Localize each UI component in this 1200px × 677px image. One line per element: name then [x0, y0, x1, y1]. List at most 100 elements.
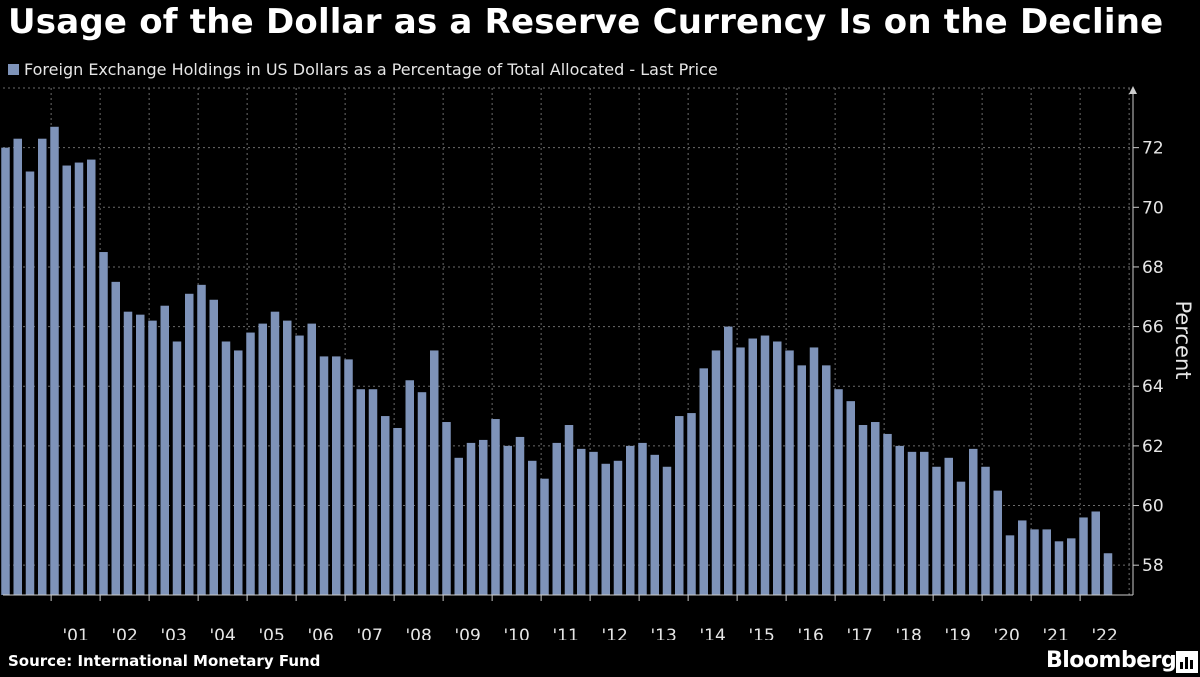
x-tick-label: '20 — [993, 626, 1019, 640]
y-axis-label: Percent — [1171, 300, 1195, 379]
bar — [221, 341, 231, 595]
y-tick-label: 64 — [1142, 377, 1164, 397]
bar — [1103, 553, 1113, 595]
bar — [258, 323, 267, 595]
x-tick-label: '22 — [1091, 626, 1117, 640]
bar — [1042, 529, 1051, 595]
bar — [552, 442, 561, 595]
bar — [601, 463, 610, 595]
bar — [466, 442, 476, 595]
bloomberg-logo: Bloomberg — [1046, 648, 1177, 673]
bar — [797, 365, 806, 595]
bar — [907, 451, 917, 595]
y-tick-label: 68 — [1142, 258, 1164, 278]
bar — [185, 293, 194, 595]
bar — [515, 436, 525, 595]
bar — [209, 299, 218, 595]
x-tick-label: '13 — [650, 626, 676, 640]
y-tick-label: 62 — [1142, 437, 1164, 457]
legend: Foreign Exchange Holdings in US Dollars … — [8, 60, 718, 79]
x-tick-label: '17 — [846, 626, 872, 640]
x-tick-label: '02 — [111, 626, 137, 640]
y-tick-label: 58 — [1142, 556, 1164, 576]
bar — [564, 425, 574, 595]
source-note: Source: International Monetary Fund — [8, 652, 321, 670]
bar — [356, 389, 365, 595]
bar — [283, 320, 292, 595]
bar — [405, 380, 414, 595]
bar — [136, 314, 145, 595]
bar — [234, 350, 243, 595]
bar — [111, 281, 120, 595]
bar — [711, 350, 721, 595]
bar — [1091, 511, 1100, 595]
bar — [650, 454, 659, 595]
bar — [13, 138, 22, 595]
bar — [1054, 541, 1064, 595]
bar — [393, 427, 402, 595]
bar — [981, 466, 990, 595]
bar — [871, 422, 880, 595]
bar — [858, 425, 868, 595]
bar — [246, 332, 255, 595]
bar — [368, 389, 378, 595]
bar — [1030, 529, 1039, 595]
y-tick-label: 60 — [1142, 497, 1164, 517]
bar — [503, 445, 512, 595]
x-tick-label: '12 — [601, 626, 627, 640]
bar — [295, 335, 304, 595]
bar — [1005, 535, 1015, 595]
bar — [270, 311, 280, 595]
bar — [846, 401, 855, 595]
bar — [197, 284, 206, 595]
x-tick-label: '01 — [62, 626, 88, 640]
bar — [773, 341, 782, 595]
bar — [883, 433, 892, 595]
x-tick-label: '14 — [699, 626, 725, 640]
bar — [785, 350, 794, 595]
x-tick-label: '18 — [895, 626, 921, 640]
bar — [50, 126, 59, 596]
bar — [626, 445, 635, 595]
bar — [87, 159, 96, 595]
bar — [148, 320, 157, 595]
x-tick-label: '07 — [356, 626, 382, 640]
bar — [638, 442, 647, 595]
bar — [442, 422, 451, 595]
bar — [699, 368, 708, 595]
bar — [62, 165, 71, 596]
bar — [895, 445, 904, 595]
y-axis-arrow — [1129, 86, 1137, 94]
x-tick-label: '19 — [944, 626, 970, 640]
x-tick-label: '09 — [454, 626, 480, 640]
x-tick-label: '15 — [748, 626, 774, 640]
bar — [809, 347, 819, 595]
bar — [123, 311, 133, 595]
chart-icon — [1176, 651, 1198, 673]
bar — [528, 460, 537, 595]
bar — [969, 448, 978, 595]
x-tick-label: '11 — [552, 626, 578, 640]
bar — [38, 138, 47, 595]
bar — [920, 451, 929, 595]
x-tick-label: '08 — [405, 626, 431, 640]
legend-label: Foreign Exchange Holdings in US Dollars … — [24, 60, 718, 79]
bar — [993, 490, 1002, 595]
bar — [956, 481, 966, 595]
x-tick-label: '21 — [1042, 626, 1068, 640]
bar — [748, 338, 757, 595]
bar — [589, 451, 598, 595]
bar — [724, 326, 733, 595]
x-tick-label: '03 — [160, 626, 186, 640]
bar — [172, 341, 182, 595]
bar — [491, 419, 500, 595]
bar — [736, 347, 745, 595]
bar — [99, 252, 108, 595]
y-tick-label: 72 — [1142, 139, 1164, 159]
bar — [932, 466, 941, 595]
bar — [822, 365, 831, 595]
bar — [417, 392, 427, 595]
bar — [1079, 517, 1088, 595]
bar-chart: 58 60 62 64 66 68 70 72 '01 '02 '03 '04 '05 '06 '07 '08… — [1, 86, 1195, 640]
bar — [160, 305, 169, 595]
